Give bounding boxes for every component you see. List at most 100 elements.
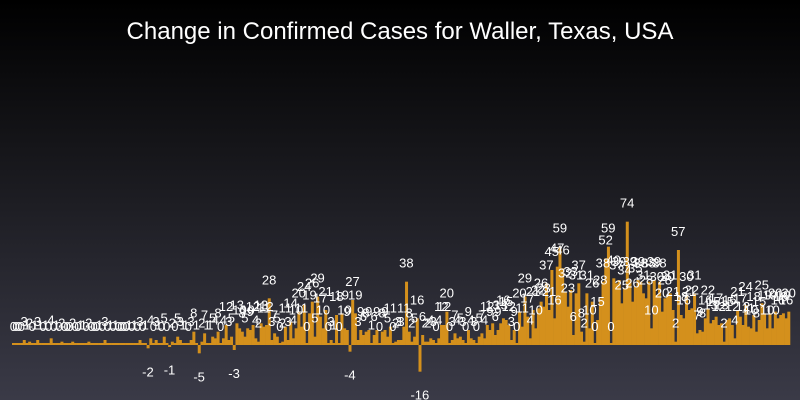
bar	[690, 308, 694, 345]
bar	[324, 310, 328, 345]
bar	[757, 320, 761, 345]
bar-value-label: 24	[297, 279, 311, 294]
bar	[652, 280, 656, 345]
bar-value-label: 19	[757, 287, 771, 302]
bar-value-label: 0	[61, 319, 68, 334]
bar-value-label: 20	[655, 286, 669, 301]
bar-value-label: 1	[368, 317, 375, 332]
bar-value-label: 1	[77, 317, 84, 332]
bar-value-label: 3	[459, 314, 466, 329]
bar-value-label: 17	[313, 291, 327, 306]
bar-value-label: 0	[134, 319, 141, 334]
bar-value-label: 0	[607, 319, 614, 334]
bar-value-label: 3	[354, 314, 361, 329]
bar	[760, 303, 764, 345]
bar	[781, 313, 785, 345]
bar	[542, 306, 546, 345]
bar-value-label: 11	[295, 301, 309, 316]
bar	[221, 338, 225, 345]
bar	[337, 343, 341, 345]
bar-value-label: 7	[694, 307, 701, 322]
bar-value-label: 7	[271, 307, 278, 322]
bar	[119, 343, 123, 345]
bar	[604, 258, 608, 345]
bar-value-label: 3	[187, 314, 194, 329]
bar	[375, 330, 379, 345]
bar	[636, 280, 640, 345]
bar	[240, 331, 244, 345]
bar	[149, 338, 153, 345]
bar	[348, 345, 352, 352]
bar	[553, 318, 557, 345]
bar	[768, 313, 772, 345]
bar	[749, 328, 753, 345]
bar-value-label: 18	[329, 289, 343, 304]
bar-value-label: 0	[120, 319, 127, 334]
bar-value-label: 16	[676, 292, 690, 307]
bar	[256, 341, 260, 345]
bar	[160, 343, 164, 345]
bar	[146, 345, 150, 349]
bar-value-label: 5	[384, 311, 391, 326]
bar	[262, 326, 266, 345]
bar-value-label: 12	[501, 299, 515, 314]
bar	[281, 341, 285, 345]
bar	[687, 310, 691, 345]
bar	[644, 298, 648, 345]
bar-value-label: 21	[666, 284, 680, 299]
bar	[367, 330, 371, 345]
bar	[609, 343, 613, 345]
bar	[30, 343, 34, 345]
bar-value-label: 11	[383, 301, 397, 316]
bar-value-label: 9	[696, 304, 703, 319]
bar-value-label: 3	[101, 314, 108, 329]
bar	[755, 331, 758, 345]
bar	[200, 341, 204, 345]
bar-value-label: 4	[527, 312, 534, 327]
bar-value-label: 5	[475, 311, 482, 326]
bar-value-label: 10	[316, 302, 330, 317]
bar	[65, 343, 69, 345]
bar	[52, 343, 56, 345]
bar	[127, 343, 131, 345]
bar-value-label: 5	[174, 311, 181, 326]
bar	[141, 343, 145, 345]
bar-value-label: 59	[601, 221, 615, 236]
bar-value-label: 25	[754, 277, 768, 292]
bar	[291, 338, 295, 345]
bar	[606, 246, 610, 345]
bar-value-label: 30	[650, 269, 664, 284]
bar	[671, 310, 675, 345]
bar-value-label: 5	[241, 311, 248, 326]
bar	[22, 340, 26, 345]
bar	[475, 343, 479, 345]
bar	[186, 343, 190, 345]
bar	[512, 330, 516, 345]
bar	[364, 331, 368, 345]
bar-value-label: 0	[335, 319, 342, 334]
bar	[693, 293, 697, 345]
bar	[736, 310, 740, 345]
bar-value-label: 16	[771, 292, 785, 307]
bar	[60, 341, 64, 345]
bar-value-label: 1	[23, 317, 30, 332]
bar-value-label: 15	[752, 294, 766, 309]
bar	[491, 323, 495, 345]
bar	[106, 343, 110, 345]
bar	[135, 343, 139, 345]
bar-value-label: 0	[88, 319, 95, 334]
bar-value-label: 0	[303, 319, 310, 334]
bar-value-label: 10	[760, 302, 774, 317]
bar	[25, 343, 29, 345]
bar	[423, 341, 427, 345]
bar-value-label: 30	[660, 269, 674, 284]
bar	[531, 310, 535, 345]
bar-value-label: 10	[582, 302, 596, 317]
bar-value-label: 17	[733, 291, 747, 306]
bar	[601, 281, 605, 345]
bar	[698, 330, 702, 345]
bar-value-label: 2	[198, 316, 205, 331]
bar-value-label: 0	[389, 319, 396, 334]
bar	[580, 331, 584, 345]
